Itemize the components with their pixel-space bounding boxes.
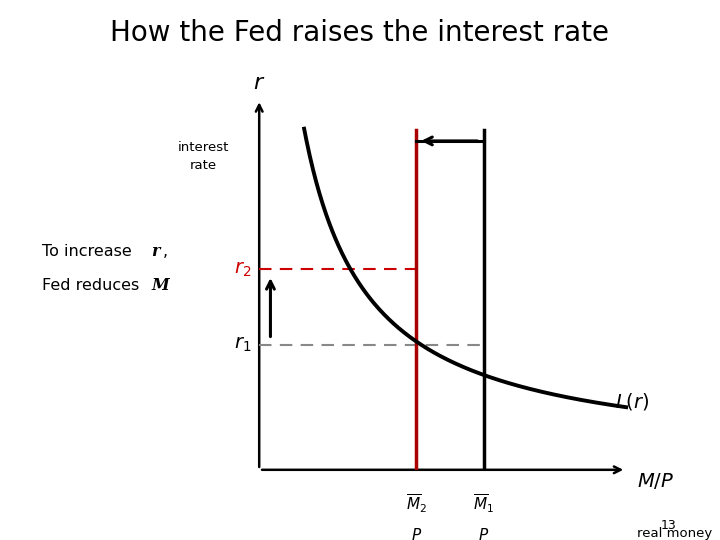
Text: real money
balances: real money balances (637, 526, 713, 540)
Text: To increase: To increase (42, 244, 138, 259)
Text: $\mathbf{\mathit{L(r)}}$: $\mathbf{\mathit{L(r)}}$ (615, 392, 649, 412)
Text: 13: 13 (661, 519, 677, 532)
Text: $P$: $P$ (478, 526, 490, 540)
Text: r: r (151, 243, 160, 260)
Text: interest
rate: interest rate (177, 140, 229, 172)
Text: $r_2$: $r_2$ (235, 260, 252, 279)
Text: $P$: $P$ (411, 526, 422, 540)
Text: How the Fed raises the interest rate: How the Fed raises the interest rate (110, 19, 610, 47)
Text: $\overline{M}_1$: $\overline{M}_1$ (473, 492, 495, 515)
Text: $\mathbf{\mathit{M/P}}$: $\mathbf{\mathit{M/P}}$ (637, 471, 675, 491)
Text: M: M (151, 277, 169, 294)
Text: $r$: $r$ (253, 72, 266, 94)
Text: Fed reduces: Fed reduces (42, 278, 145, 293)
Text: $\overline{M}_2$: $\overline{M}_2$ (406, 492, 427, 515)
Text: ,: , (163, 244, 168, 259)
Text: $r_1$: $r_1$ (234, 336, 252, 354)
